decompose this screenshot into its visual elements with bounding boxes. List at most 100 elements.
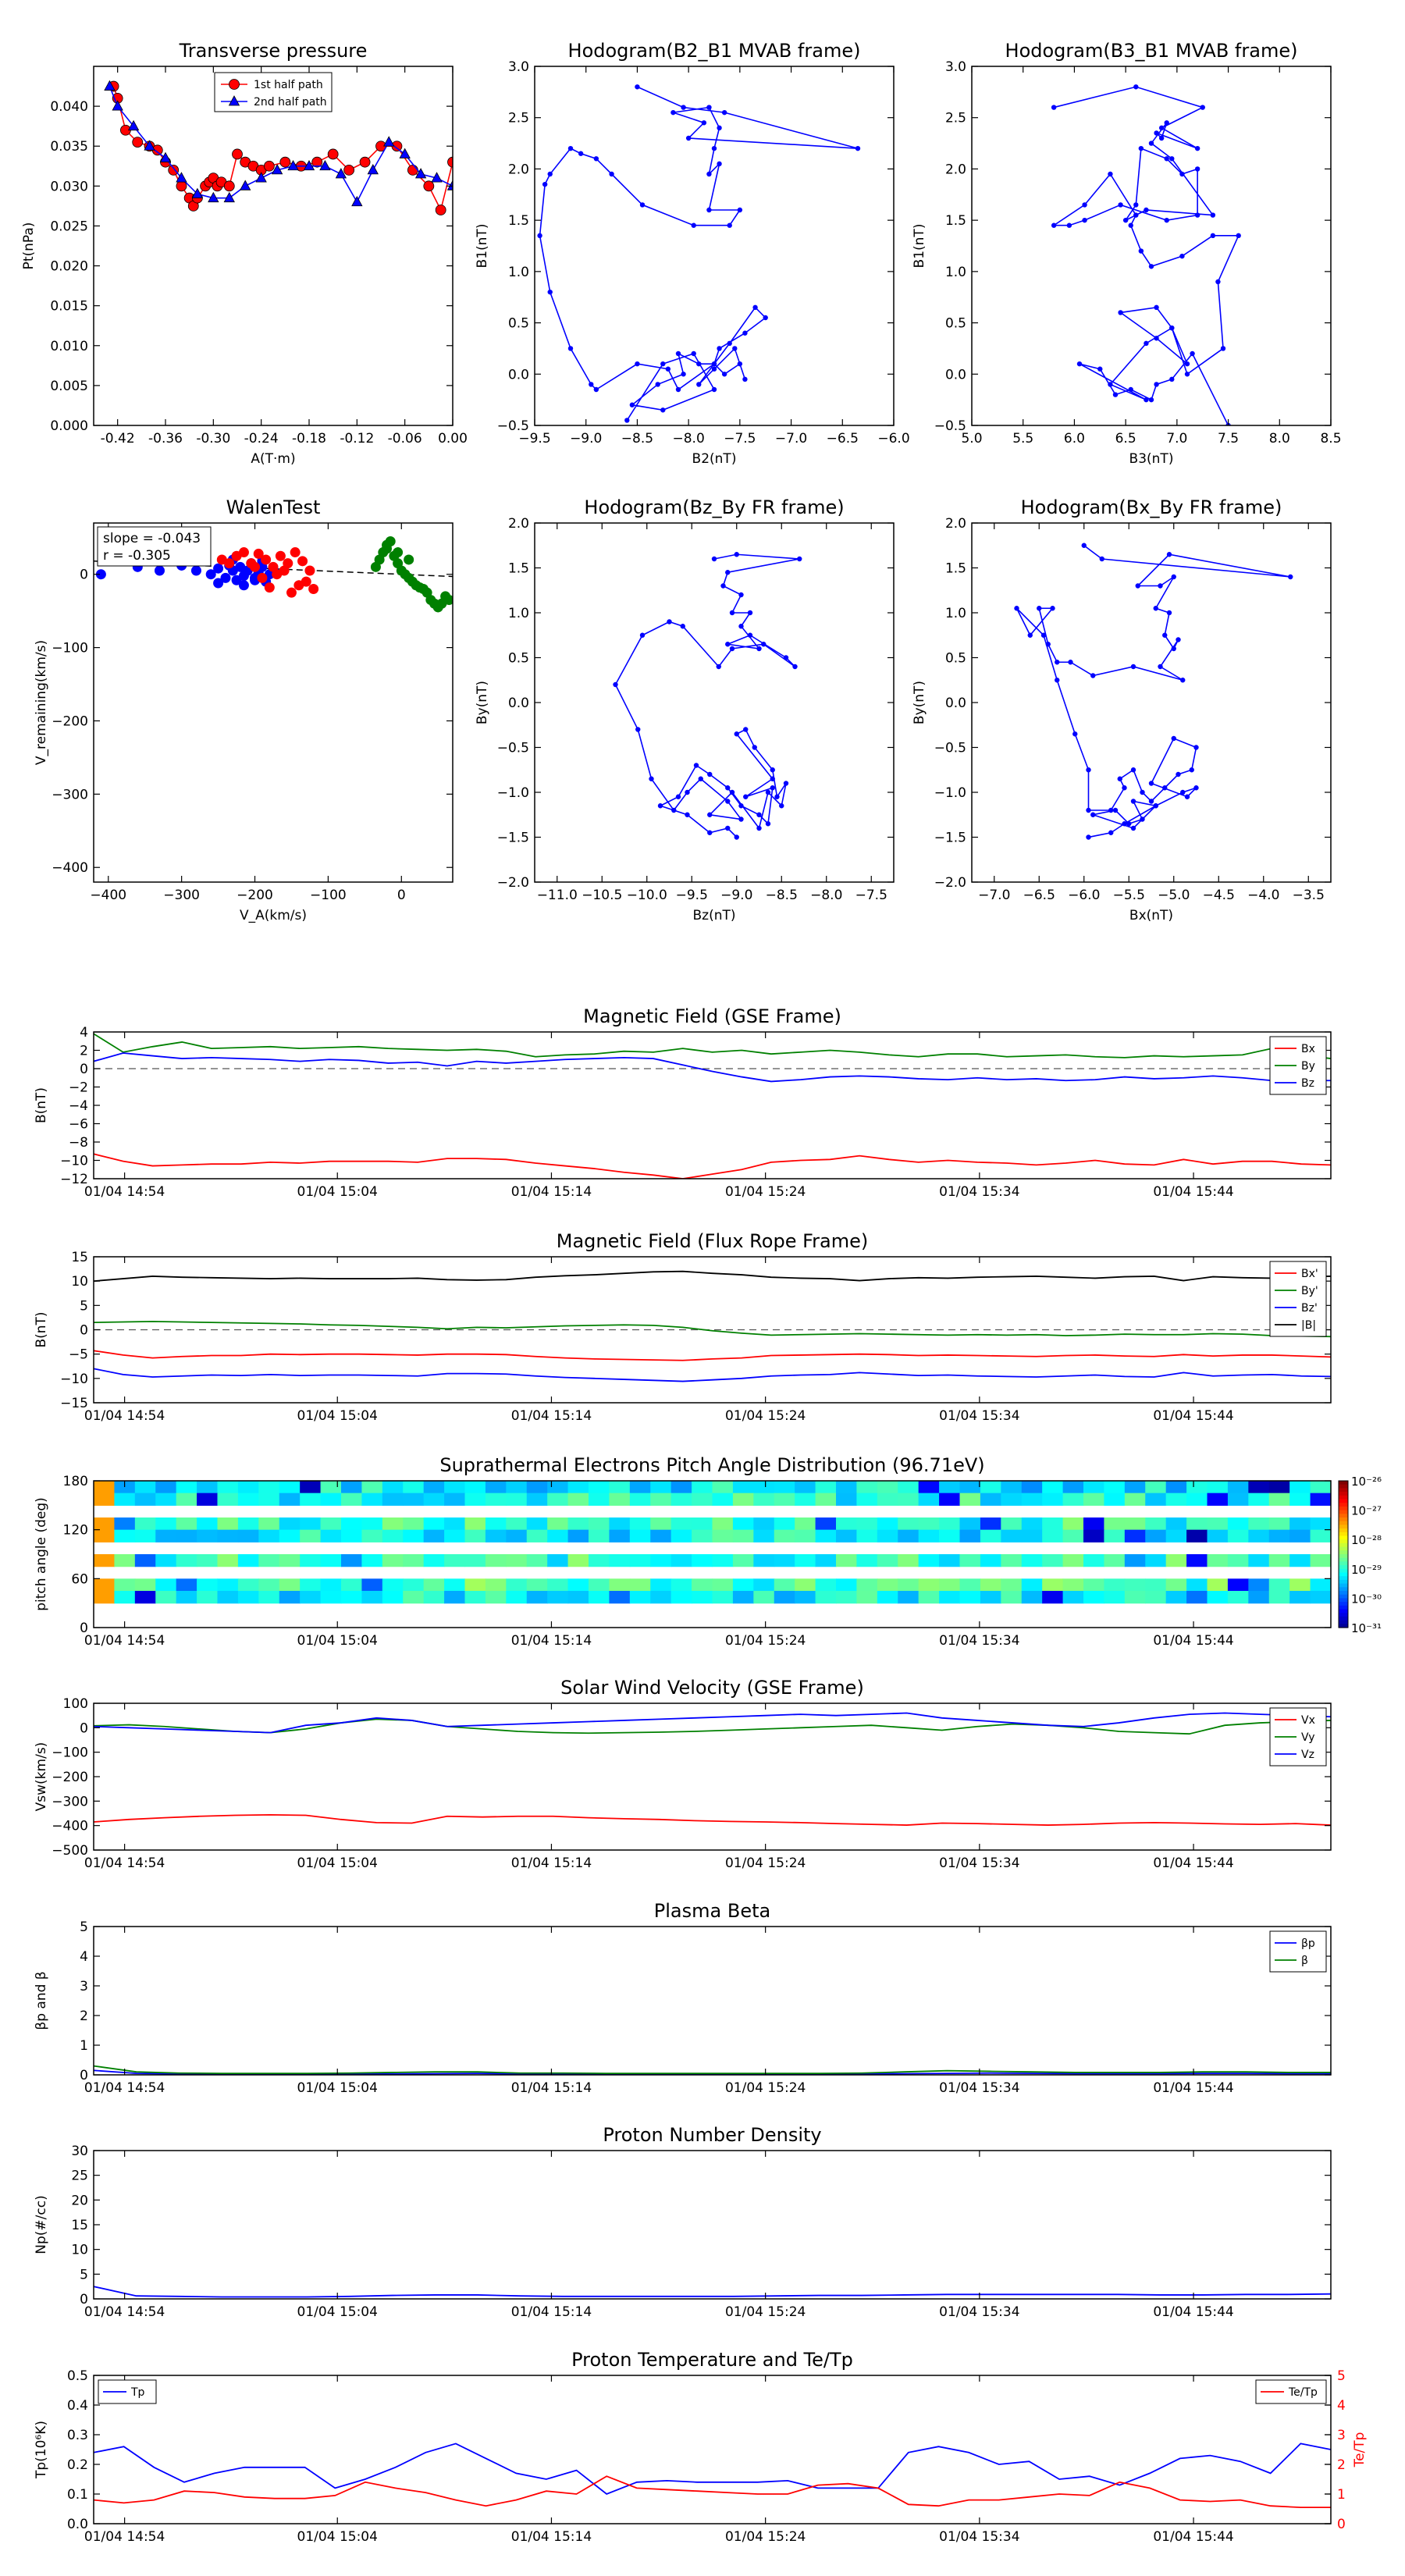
heatmap-cell (1124, 1554, 1146, 1567)
xtick-label: −6.0 (877, 431, 909, 447)
legend-label: β (1301, 1955, 1308, 1967)
data-point (1164, 120, 1169, 126)
data-point (779, 803, 784, 809)
data-point (1076, 361, 1083, 367)
ytick-label: 15 (71, 2218, 88, 2233)
heatmap-cell (753, 1578, 775, 1592)
heatmap-cell (1248, 1517, 1270, 1531)
xtick-label: −6.5 (1023, 888, 1055, 903)
ytick-label: −0.5 (497, 741, 529, 756)
colorbar-segment (1339, 1510, 1348, 1514)
data-point (635, 84, 640, 90)
heatmap-cell (134, 1578, 156, 1592)
data-point (1189, 767, 1194, 773)
legend-label: Bz' (1301, 1302, 1318, 1315)
data-point (711, 366, 717, 372)
data-point (756, 812, 762, 817)
data-point (624, 418, 630, 423)
heatmap-cell (774, 1554, 795, 1567)
data-point (1158, 664, 1163, 670)
xtick-label: -0.42 (101, 431, 135, 447)
ytick-label: 1.0 (945, 265, 966, 280)
xtick-label: -0.12 (340, 431, 374, 447)
data-point (213, 563, 224, 574)
heatmap-cell (939, 1481, 961, 1494)
legend-label: 1st half path (254, 79, 323, 91)
time-tick-label: 01/04 15:14 (511, 2080, 592, 2096)
plot-area (94, 1270, 1331, 1382)
legend-box (1269, 1261, 1327, 1337)
heatmap-cell (692, 1517, 713, 1531)
heatmap-cell (361, 1517, 383, 1531)
colorbar-segment (1339, 1488, 1348, 1493)
data-point (1122, 217, 1129, 223)
series-line (539, 86, 859, 421)
heatmap-cell (959, 1554, 981, 1567)
heatmap-cell (403, 1493, 425, 1506)
heatmap-cell (444, 1529, 466, 1542)
heatmap-cell (444, 1481, 466, 1494)
data-point (343, 164, 355, 176)
heatmap-cell (1268, 1481, 1290, 1494)
heatmap-cell (877, 1529, 898, 1542)
heatmap-cell (939, 1517, 961, 1531)
heatmap-cell (300, 1493, 322, 1506)
ytick-label: 3.0 (508, 59, 529, 75)
data-point (675, 386, 681, 393)
heatmap-cell (197, 1481, 219, 1494)
ytick-label: −300 (52, 787, 88, 802)
data-point (1135, 583, 1140, 589)
chart-title: Proton Temperature and Te/Tp (571, 2349, 853, 2371)
heatmap-cell (629, 1554, 651, 1567)
heatmap-cell (423, 1529, 445, 1542)
colorbar-segment (1339, 1579, 1348, 1585)
data-point (716, 664, 721, 670)
ytick-label: −1.5 (934, 831, 966, 846)
heatmap-cell (1165, 1493, 1187, 1506)
xtick-label: −8.5 (621, 431, 653, 447)
heatmap-cell (134, 1493, 156, 1506)
heatmap-cell (114, 1578, 136, 1592)
time-tick-label: 01/04 15:24 (725, 2080, 806, 2096)
data-point (737, 361, 743, 367)
time-tick-label: 01/04 15:44 (1153, 1633, 1233, 1649)
heatmap-cell (1289, 1517, 1311, 1531)
heatmap-cell (836, 1517, 858, 1531)
series-line (614, 553, 800, 838)
heatmap-cell (1124, 1493, 1146, 1506)
data-point (1154, 382, 1159, 387)
data-point (95, 569, 106, 580)
legend-box (1269, 1930, 1327, 1973)
heatmap-cell (918, 1493, 940, 1506)
y-axis-label: B(nT) (34, 1311, 49, 1347)
heatmap-cell (1248, 1529, 1270, 1542)
heatmap-cell (1083, 1493, 1105, 1506)
heatmap-cell (712, 1529, 734, 1542)
heatmap-cell (1062, 1517, 1084, 1531)
heatmap-cell (1042, 1493, 1064, 1506)
heatmap-cell (464, 1529, 486, 1542)
data-point (1112, 392, 1119, 397)
heatmap-cell (939, 1529, 961, 1542)
heatmap-cell (1104, 1529, 1126, 1542)
data-point (721, 372, 727, 377)
heatmap-cell (237, 1517, 259, 1531)
heatmap-cell (1145, 1517, 1167, 1531)
data-point (1130, 799, 1136, 804)
heatmap-cell (1310, 1481, 1331, 1494)
data-point (250, 561, 261, 572)
xtick-label: 6.5 (1115, 431, 1136, 447)
ytick-label: 0.0 (945, 367, 966, 382)
heatmap-cell (94, 1591, 116, 1604)
heatmap-cell (753, 1591, 775, 1604)
heatmap-cell (650, 1517, 672, 1531)
ytick-label: −10 (60, 1154, 88, 1169)
heatmap-cell (382, 1591, 404, 1604)
heatmap-cell (94, 1578, 116, 1592)
data-point (761, 642, 767, 647)
heatmap-cell (155, 1529, 177, 1542)
heatmap-cell (444, 1578, 466, 1592)
legend-label: Vy (1301, 1731, 1315, 1744)
series-line (94, 1813, 1331, 1826)
heatmap-cell (609, 1481, 631, 1494)
